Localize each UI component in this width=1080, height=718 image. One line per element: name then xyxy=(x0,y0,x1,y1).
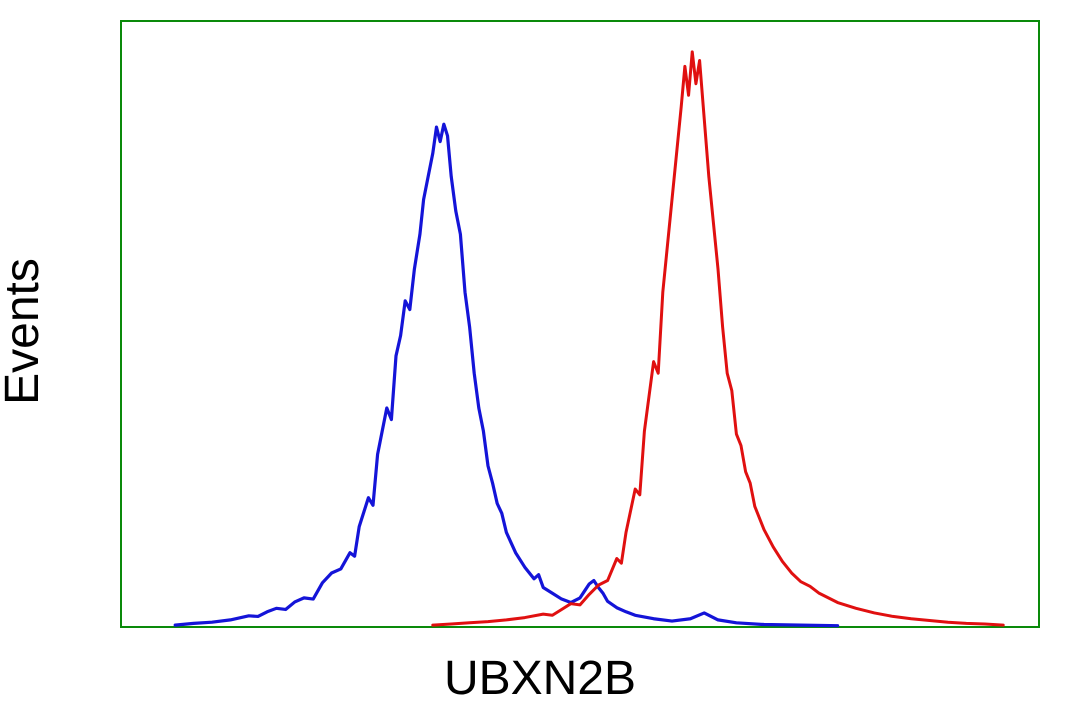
plot-area xyxy=(120,20,1040,628)
series-sample-red xyxy=(433,52,1003,625)
histogram-svg xyxy=(120,20,1040,628)
series-control-blue xyxy=(175,124,837,625)
plot-border xyxy=(120,20,1040,628)
y-axis-label: Events xyxy=(0,258,50,405)
x-axis-label: UBXN2B xyxy=(0,651,1080,706)
series-group xyxy=(175,52,1003,626)
figure-container: Events UBXN2B xyxy=(0,0,1080,718)
